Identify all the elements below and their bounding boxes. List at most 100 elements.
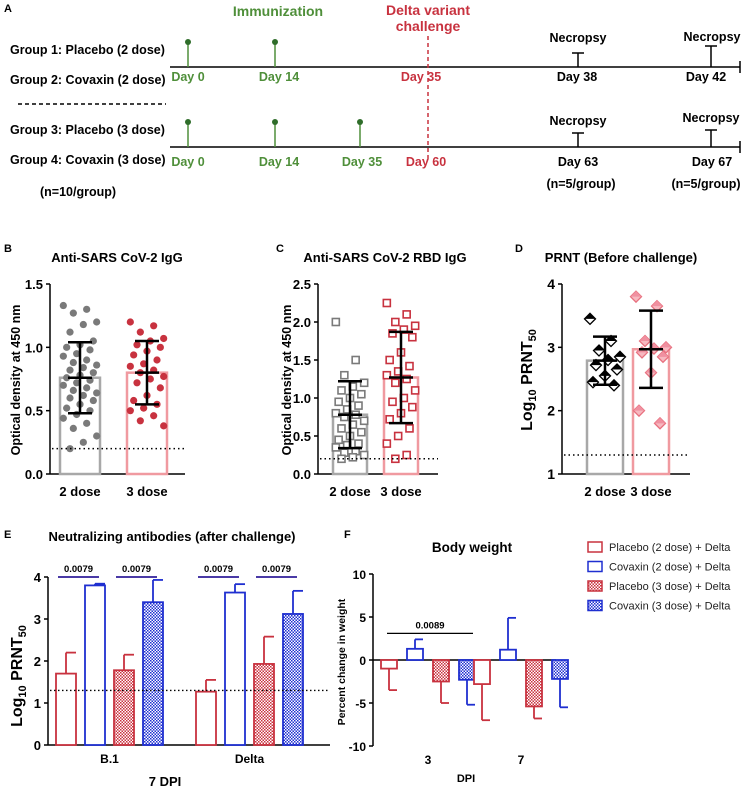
data-point bbox=[405, 424, 414, 433]
t2-challenge-day: Day 60 bbox=[406, 155, 446, 169]
y-tick-label: 3 bbox=[547, 339, 555, 355]
data-point bbox=[391, 378, 400, 388]
bar-placebo-2-dose bbox=[473, 659, 491, 685]
y-axis-label: Log10 PRNT50 bbox=[519, 329, 539, 431]
data-point bbox=[385, 414, 394, 424]
bar-covaxin-3-dose bbox=[142, 601, 164, 746]
data-point bbox=[136, 417, 144, 425]
data-point bbox=[130, 351, 138, 359]
data-point bbox=[89, 396, 97, 405]
data-point bbox=[348, 452, 358, 462]
data-point bbox=[382, 439, 392, 448]
data-point bbox=[156, 384, 164, 392]
data-point bbox=[63, 343, 71, 351]
data-point bbox=[408, 332, 417, 342]
group2-label: Group 2: Covaxin (2 dose) bbox=[10, 73, 166, 87]
data-point bbox=[393, 431, 403, 441]
y-tick-label: 0 bbox=[34, 738, 41, 753]
challenge-label-line2: challenge bbox=[396, 18, 461, 34]
y-axis-label: Optical density at 450 nm bbox=[9, 305, 23, 456]
y-axis-label: Log10 PRNT50 bbox=[9, 625, 29, 727]
data-point bbox=[93, 318, 101, 326]
y-tick-label: 2 bbox=[547, 403, 555, 419]
data-point bbox=[402, 450, 411, 460]
data-point bbox=[156, 343, 164, 351]
dose-marker-dot bbox=[272, 119, 278, 125]
data-point bbox=[337, 386, 346, 395]
plot-area: 10 5 0 -5 -10 3 7 0.0089 bbox=[349, 568, 569, 767]
y-axis-label: Percent change in weight bbox=[336, 598, 348, 725]
bar-placebo-3-dose bbox=[525, 659, 543, 708]
data-point bbox=[89, 337, 97, 345]
data-point bbox=[69, 309, 77, 317]
group3-label: Group 3: Placebo (3 dose) bbox=[10, 123, 165, 137]
y-tick-label: 1.0 bbox=[293, 391, 311, 406]
y-tick-label: 10 bbox=[353, 568, 367, 582]
data-point bbox=[73, 350, 81, 358]
x-tick-label: 2 dose bbox=[59, 484, 100, 499]
data-point-half bbox=[651, 300, 663, 307]
data-point bbox=[59, 381, 67, 389]
t2-n-necropsy-2: (n=5/group) bbox=[671, 177, 740, 191]
data-point bbox=[126, 407, 134, 415]
p-value-label: 0.0089 bbox=[415, 620, 444, 631]
x-tick-label: 2 dose bbox=[584, 484, 625, 499]
data-point bbox=[354, 401, 363, 410]
data-point bbox=[83, 305, 91, 313]
t1-necropsy-day-38: Day 38 bbox=[557, 70, 597, 84]
data-point bbox=[408, 402, 417, 412]
chart-title: Anti-SARS CoV-2 RBD IgG bbox=[303, 250, 466, 265]
data-point bbox=[382, 298, 392, 308]
data-point bbox=[359, 450, 369, 460]
t2-necropsy-day-63: Day 63 bbox=[558, 155, 598, 169]
y-tick-label: 1 bbox=[34, 696, 41, 711]
data-point bbox=[63, 404, 71, 412]
panel-f-letter: F bbox=[344, 529, 351, 541]
data-point bbox=[83, 384, 91, 392]
x-tick-label: 7 bbox=[518, 753, 525, 767]
panel-a-timeline: A Immunization Delta variant challenge G… bbox=[4, 2, 741, 199]
data-point bbox=[405, 361, 414, 371]
data-point-half bbox=[633, 405, 645, 411]
data-point bbox=[59, 414, 67, 422]
x-tick-label: 3 dose bbox=[380, 484, 421, 499]
t2-necropsy-day-67: Day 67 bbox=[692, 155, 732, 169]
bar-placebo-3-dose bbox=[113, 669, 135, 746]
data-point-half bbox=[605, 335, 617, 341]
legend-label-covaxin-3-dose: Covaxin (3 dose) + Delta bbox=[609, 601, 731, 613]
data-point bbox=[150, 412, 158, 420]
data-point bbox=[402, 374, 411, 384]
y-tick-label: 1 bbox=[547, 466, 555, 482]
y-tick-label: 1.0 bbox=[25, 340, 43, 355]
data-point bbox=[340, 370, 349, 380]
p-value-label: 0.0079 bbox=[122, 564, 151, 575]
bar-placebo-2-dose bbox=[380, 659, 398, 670]
x-tick-label: 3 dose bbox=[126, 484, 167, 499]
data-point bbox=[402, 310, 411, 319]
dose-marker-dot bbox=[185, 39, 191, 45]
data-point-half bbox=[660, 341, 672, 348]
data-point-half bbox=[614, 351, 626, 357]
data-point-half bbox=[587, 376, 599, 383]
y-tick-label: 3 bbox=[34, 612, 41, 627]
data-point bbox=[354, 439, 363, 448]
t1-challenge-day: Day 35 bbox=[401, 70, 441, 84]
plot-area: 0.0 0.5 1.0 1.5 2 dose 3 dose bbox=[25, 277, 185, 499]
bar-covaxin-2-dose bbox=[406, 647, 424, 661]
data-point bbox=[146, 375, 154, 383]
y-tick-label: 5 bbox=[359, 611, 366, 625]
y-tick-label: 1.5 bbox=[25, 277, 43, 292]
data-point-half bbox=[584, 313, 596, 319]
x-tick-label: B.1 bbox=[100, 752, 119, 766]
y-tick-label: 4 bbox=[547, 276, 555, 292]
bar-placebo-2-dose bbox=[195, 690, 217, 746]
data-point bbox=[391, 317, 400, 327]
dose-marker-dot bbox=[357, 119, 363, 125]
data-point bbox=[359, 416, 369, 426]
data-point-half bbox=[630, 291, 642, 297]
bar-covaxin-3-dose bbox=[458, 659, 476, 681]
data-point bbox=[357, 389, 366, 399]
data-point bbox=[410, 321, 420, 331]
data-point bbox=[133, 379, 141, 387]
data-point bbox=[93, 389, 101, 397]
